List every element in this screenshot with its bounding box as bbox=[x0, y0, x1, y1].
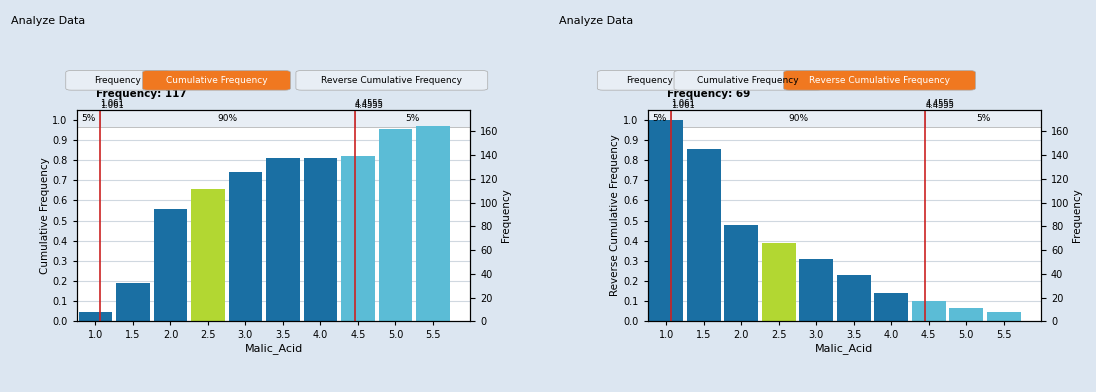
Text: Frequency: Frequency bbox=[94, 76, 141, 85]
Text: Bin:       [2.2.5): Bin: [2.2.5) bbox=[667, 72, 745, 82]
Bar bbox=[191, 189, 225, 321]
Text: 5%: 5% bbox=[977, 114, 991, 123]
X-axis label: Malic_Acid: Malic_Acid bbox=[815, 343, 874, 354]
Text: 1.061: 1.061 bbox=[100, 101, 124, 110]
Bar bbox=[304, 158, 338, 321]
Bar bbox=[266, 158, 300, 321]
Y-axis label: Reverse Cumulative Frequency: Reverse Cumulative Frequency bbox=[610, 135, 620, 296]
Text: 1.061: 1.061 bbox=[671, 99, 695, 108]
Text: Frequency: 69: Frequency: 69 bbox=[667, 89, 751, 99]
Bar bbox=[416, 126, 449, 321]
Text: 4.4555: 4.4555 bbox=[925, 99, 955, 108]
Bar bbox=[378, 129, 412, 321]
Bar bbox=[799, 259, 833, 321]
Text: 4.4555: 4.4555 bbox=[925, 101, 955, 110]
Bar bbox=[925, 110, 1041, 127]
Bar bbox=[77, 110, 100, 127]
Bar bbox=[912, 301, 946, 321]
Bar bbox=[355, 110, 470, 127]
Text: 90%: 90% bbox=[788, 114, 808, 123]
Y-axis label: Cumulative Frequency: Cumulative Frequency bbox=[39, 157, 49, 274]
Bar bbox=[100, 110, 355, 127]
Bar bbox=[116, 283, 150, 321]
Text: 90%: 90% bbox=[217, 114, 238, 123]
Bar bbox=[687, 149, 721, 321]
Y-axis label: Frequency: Frequency bbox=[501, 189, 512, 243]
Bar bbox=[837, 275, 870, 321]
Bar bbox=[79, 312, 112, 321]
Text: Reverse Cumulative Frequency: Reverse Cumulative Frequency bbox=[321, 76, 463, 85]
Bar bbox=[762, 243, 796, 321]
Bar bbox=[650, 120, 683, 321]
Text: Frequency: 117: Frequency: 117 bbox=[96, 89, 187, 99]
Text: 5%: 5% bbox=[652, 114, 666, 123]
Text: 1.061: 1.061 bbox=[671, 101, 695, 110]
Text: Analyze Data: Analyze Data bbox=[559, 16, 633, 26]
Text: 1.061: 1.061 bbox=[100, 99, 124, 108]
Bar bbox=[648, 110, 671, 127]
Text: Cumulative Frequency: Cumulative Frequency bbox=[697, 76, 799, 85]
Text: Frequency: Frequency bbox=[626, 76, 673, 85]
Bar bbox=[671, 110, 925, 127]
Bar bbox=[153, 209, 187, 321]
Bar bbox=[229, 172, 262, 321]
X-axis label: Malic_Acid: Malic_Acid bbox=[244, 343, 302, 354]
Text: 4.4555: 4.4555 bbox=[355, 101, 384, 110]
Text: Reverse Cumulative Frequency: Reverse Cumulative Frequency bbox=[809, 76, 950, 85]
Text: Analyze Data: Analyze Data bbox=[11, 16, 85, 26]
Bar bbox=[986, 312, 1020, 321]
Bar bbox=[949, 309, 983, 321]
Bar bbox=[341, 156, 375, 321]
Text: 5%: 5% bbox=[81, 114, 95, 123]
Text: Cumulative Frequency: Cumulative Frequency bbox=[165, 76, 267, 85]
Bar bbox=[875, 293, 909, 321]
Bar bbox=[724, 225, 758, 321]
Y-axis label: Frequency: Frequency bbox=[1072, 189, 1082, 243]
Text: 5%: 5% bbox=[406, 114, 420, 123]
Text: Bin:       [2.2.5): Bin: [2.2.5) bbox=[96, 72, 174, 82]
Text: 4.4555: 4.4555 bbox=[355, 99, 384, 108]
